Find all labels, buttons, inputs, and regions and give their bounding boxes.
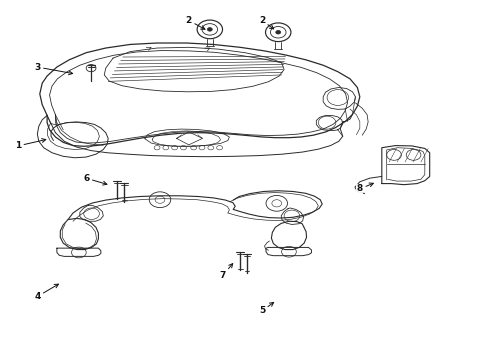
Text: 6: 6: [83, 174, 107, 185]
Text: 5: 5: [259, 302, 273, 315]
Text: 2: 2: [259, 16, 273, 29]
Circle shape: [207, 28, 212, 31]
Circle shape: [276, 31, 281, 34]
Text: 8: 8: [357, 183, 373, 193]
Text: 2: 2: [186, 16, 205, 29]
Text: 4: 4: [34, 284, 58, 301]
Text: 7: 7: [220, 264, 233, 279]
Text: 3: 3: [34, 63, 73, 75]
Text: 1: 1: [15, 139, 46, 150]
